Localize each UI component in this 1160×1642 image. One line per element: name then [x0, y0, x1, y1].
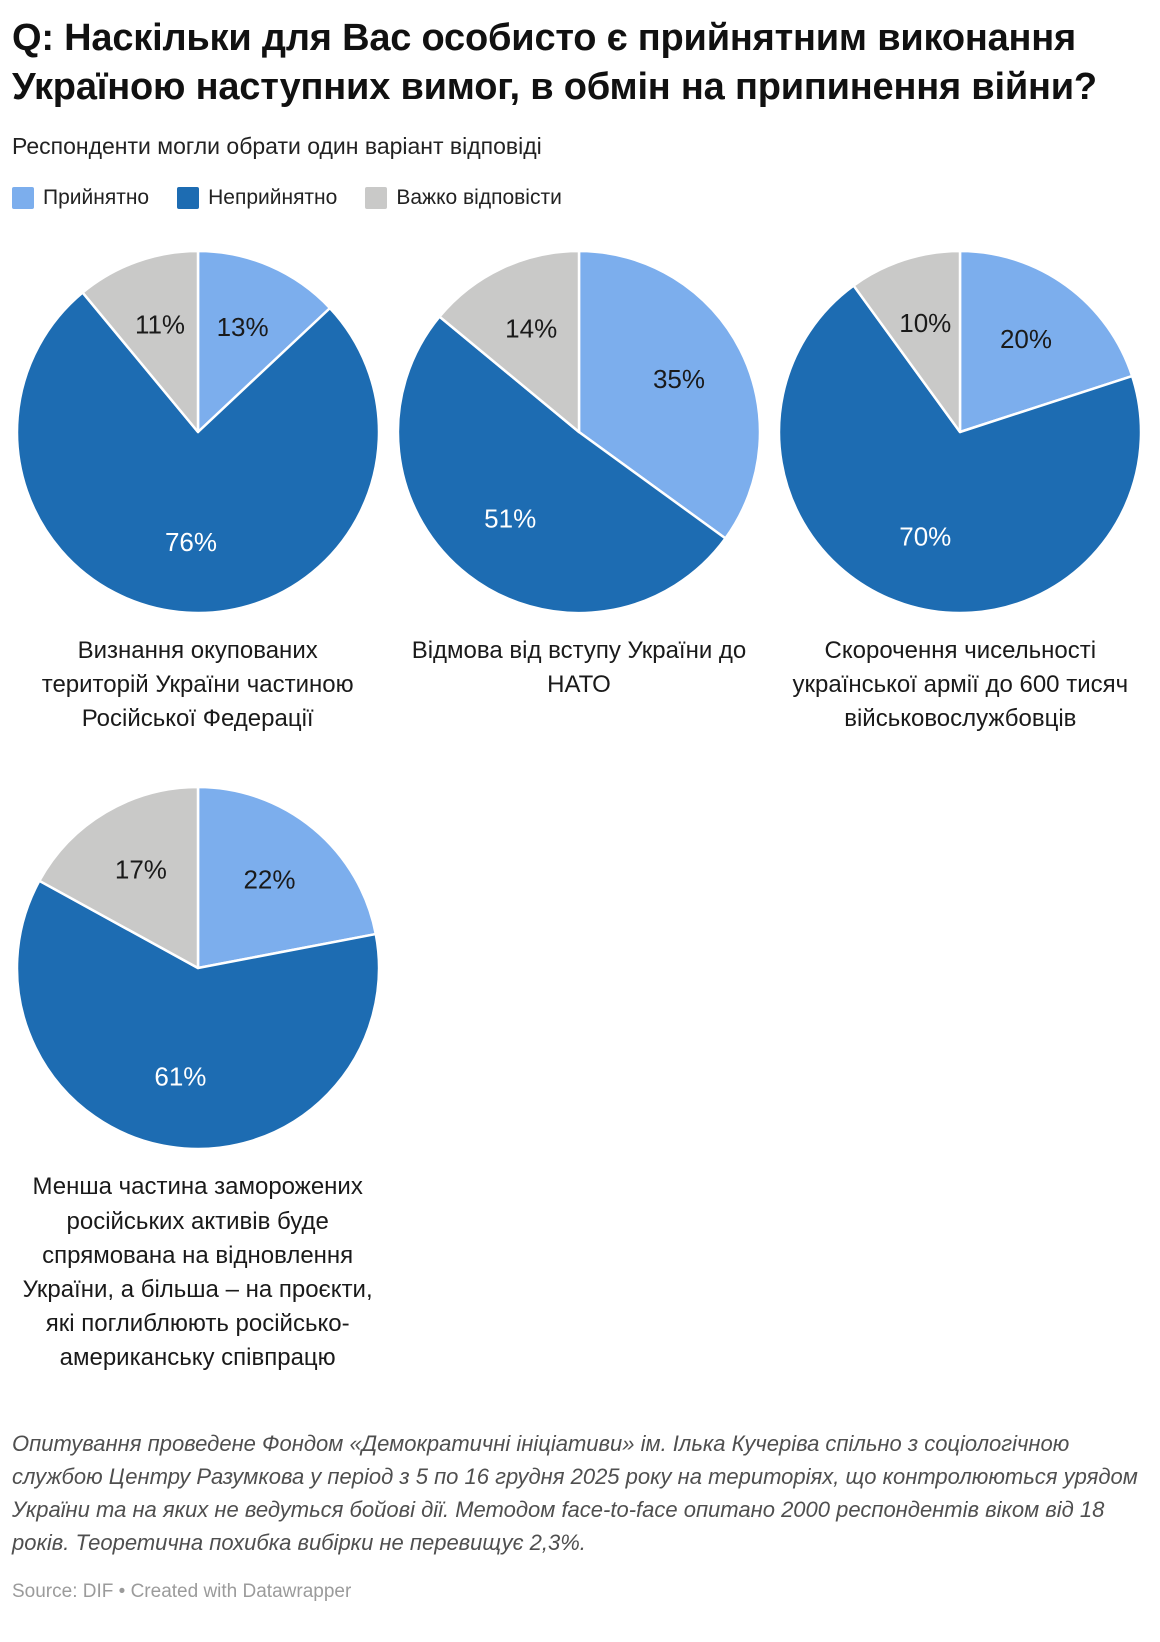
chart-subtitle: Респонденти могли обрати один варіант ві…: [12, 133, 542, 160]
pie-slice-Неприйнятно[interactable]: [396, 315, 727, 615]
pie-caption-frozen-assets: Менша частина заморожених російських акт…: [22, 1173, 373, 1371]
legend-swatch-hard-to-answer-icon: [365, 187, 388, 210]
pie-slice-Прийнятно[interactable]: [577, 250, 762, 540]
pie-chart-nato-refusal: 35% 51% 14%: [395, 244, 763, 618]
pie-slice-Важко відповісти[interactable]: [852, 250, 962, 434]
pie-cell-frozen-assets: 22% 61% 17% Менша частина заморожених росі…: [12, 780, 383, 1374]
pie-slice-Прийнятно[interactable]: [196, 250, 331, 434]
legend: Прийнятно Неприйнятно Важко відповісти: [12, 186, 1146, 210]
pie-chart-army-reduction: 20% 70% 10%: [776, 244, 1144, 618]
page-title: Q: Наскільки для Вас особисто є прийнятн…: [12, 17, 1097, 108]
pie-slice-Важко відповісти[interactable]: [438, 250, 581, 434]
legend-swatch-acceptable-icon: [12, 187, 34, 210]
legend-label-unacceptable: Неприйнятно: [208, 186, 338, 210]
source-attribution: Source: DIF • Created with Datawrapper: [12, 1580, 352, 1602]
legend-label-hard-to-answer: Важко відповісти: [396, 186, 562, 210]
pie-chart-occupied-territories: 13% 76% 11%: [14, 244, 382, 618]
pie-value-label: 51%: [484, 504, 536, 534]
legend-label-acceptable: Прийнятно: [43, 186, 150, 210]
pie-chart-frozen-assets: 22% 61% 17%: [14, 780, 382, 1154]
pie-value-label: 61%: [154, 1062, 206, 1092]
pie-value-label: 10%: [900, 308, 952, 338]
pie-value-label: 35%: [653, 364, 705, 394]
pie-caption-army-reduction: Скорочення чисельності української армії…: [792, 637, 1129, 733]
pie-cell-occupied-territories: 13% 76% 11% Визнання окупованих територій …: [12, 244, 383, 736]
pie-slice-Прийнятно[interactable]: [196, 786, 377, 970]
methodology-footnote: Опитування проведене Фондом «Демократичн…: [12, 1430, 1138, 1555]
pie-value-label: 13%: [216, 312, 268, 342]
pie-caption-nato-refusal: Відмова від вступу України до НАТО: [411, 637, 747, 699]
pie-cell-army-reduction: 20% 70% 10% Скорочення чисельності українс…: [775, 244, 1146, 736]
legend-item-acceptable: Прийнятно: [12, 186, 149, 210]
pie-value-label: 14%: [505, 314, 557, 344]
legend-swatch-unacceptable-icon: [177, 187, 200, 210]
pie-value-label: 20%: [1000, 324, 1052, 354]
legend-item-hard-to-answer: Важко відповісти: [365, 186, 562, 210]
pie-slice-Неприйнятно[interactable]: [15, 291, 380, 615]
pie-value-label: 22%: [243, 865, 295, 895]
pie-value-label: 70%: [900, 522, 952, 552]
pie-caption-occupied-territories: Визнання окупованих територій України ча…: [41, 637, 354, 733]
pie-value-label: 76%: [165, 527, 217, 557]
pie-value-label: 17%: [115, 855, 167, 885]
pie-slice-Важко відповісти[interactable]: [37, 786, 199, 970]
pie-value-label: 11%: [135, 310, 185, 340]
pie-cell-nato-refusal: 35% 51% 14% Відмова від вступу України до …: [393, 244, 764, 736]
pie-slice-Важко відповісти[interactable]: [81, 250, 199, 434]
pie-slice-Неприйнятно[interactable]: [778, 284, 1143, 615]
pie-slice-Прийнятно[interactable]: [959, 250, 1134, 434]
legend-item-unacceptable: Неприйнятно: [177, 186, 337, 210]
pie-slice-Неприйнятно[interactable]: [15, 880, 380, 1151]
pie-charts-grid: 13% 76% 11% Визнання окупованих територій …: [12, 244, 1146, 1375]
